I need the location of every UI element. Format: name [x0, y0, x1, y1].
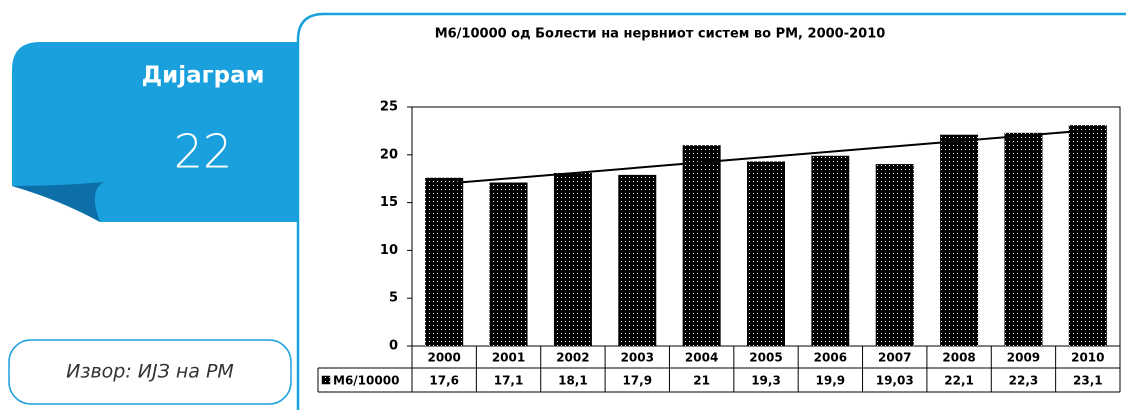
label-number: 22: [174, 125, 233, 179]
bar: [811, 155, 850, 346]
x-tick-label: 2008: [942, 351, 975, 365]
x-tick-label: 2001: [492, 351, 525, 365]
chart-frame: [296, 12, 1126, 410]
x-tick-label: 2002: [556, 351, 589, 365]
value-label: 22,1: [944, 374, 974, 388]
bar: [618, 174, 657, 346]
label-title: Дијаграм: [142, 63, 265, 89]
bar: [682, 145, 721, 346]
value-label: 17,6: [429, 374, 459, 388]
value-label: 23,1: [1073, 374, 1103, 388]
x-tick-label: 2007: [878, 351, 911, 365]
legend-label: М6/10000: [333, 374, 399, 388]
trend-line: [444, 129, 1088, 185]
x-tick-label: 2000: [427, 351, 460, 365]
x-tick-label: 2005: [749, 351, 782, 365]
value-label: 17,1: [494, 374, 524, 388]
x-tick-label: 2006: [814, 351, 847, 365]
y-tick-label: 25: [380, 100, 398, 115]
value-label: 21: [693, 374, 710, 388]
y-tick-label: 10: [380, 243, 398, 258]
bar: [1068, 125, 1107, 346]
y-tick-label: 0: [389, 339, 398, 354]
page-curl: [12, 182, 104, 222]
x-tick-label: 2003: [621, 351, 654, 365]
y-tick-label: 15: [380, 195, 398, 210]
value-label: 18,1: [558, 374, 588, 388]
value-label: 19,9: [816, 374, 846, 388]
label-panel: [12, 42, 298, 222]
x-tick-label: 2009: [1007, 351, 1040, 365]
value-label: 17,9: [622, 374, 652, 388]
chart-title: М6/10000 од Болести на нервниот систем в…: [435, 27, 886, 42]
y-tick-label: 5: [389, 291, 398, 306]
bar: [425, 177, 464, 346]
chart: 0 5 10 15 20 25 М6/10000 2000 17,6 2001 17,1 2002 18…: [317, 100, 1121, 393]
bar: [940, 134, 979, 346]
source: Извор: ИЈЗ на РМ: [66, 361, 234, 383]
bar: [553, 172, 592, 346]
bar: [747, 161, 785, 346]
x-tick-label: 2010: [1071, 351, 1104, 365]
bar: [489, 182, 528, 346]
bar: [1004, 132, 1043, 346]
value-label: 19,3: [751, 374, 781, 388]
bar: [875, 164, 914, 346]
source-box: [8, 339, 292, 405]
legend-swatch: [321, 375, 331, 385]
value-label: 19,03: [876, 374, 914, 388]
value-label: 22,3: [1009, 374, 1039, 388]
x-tick-label: 2004: [685, 351, 718, 365]
y-tick-label: 20: [380, 147, 398, 162]
